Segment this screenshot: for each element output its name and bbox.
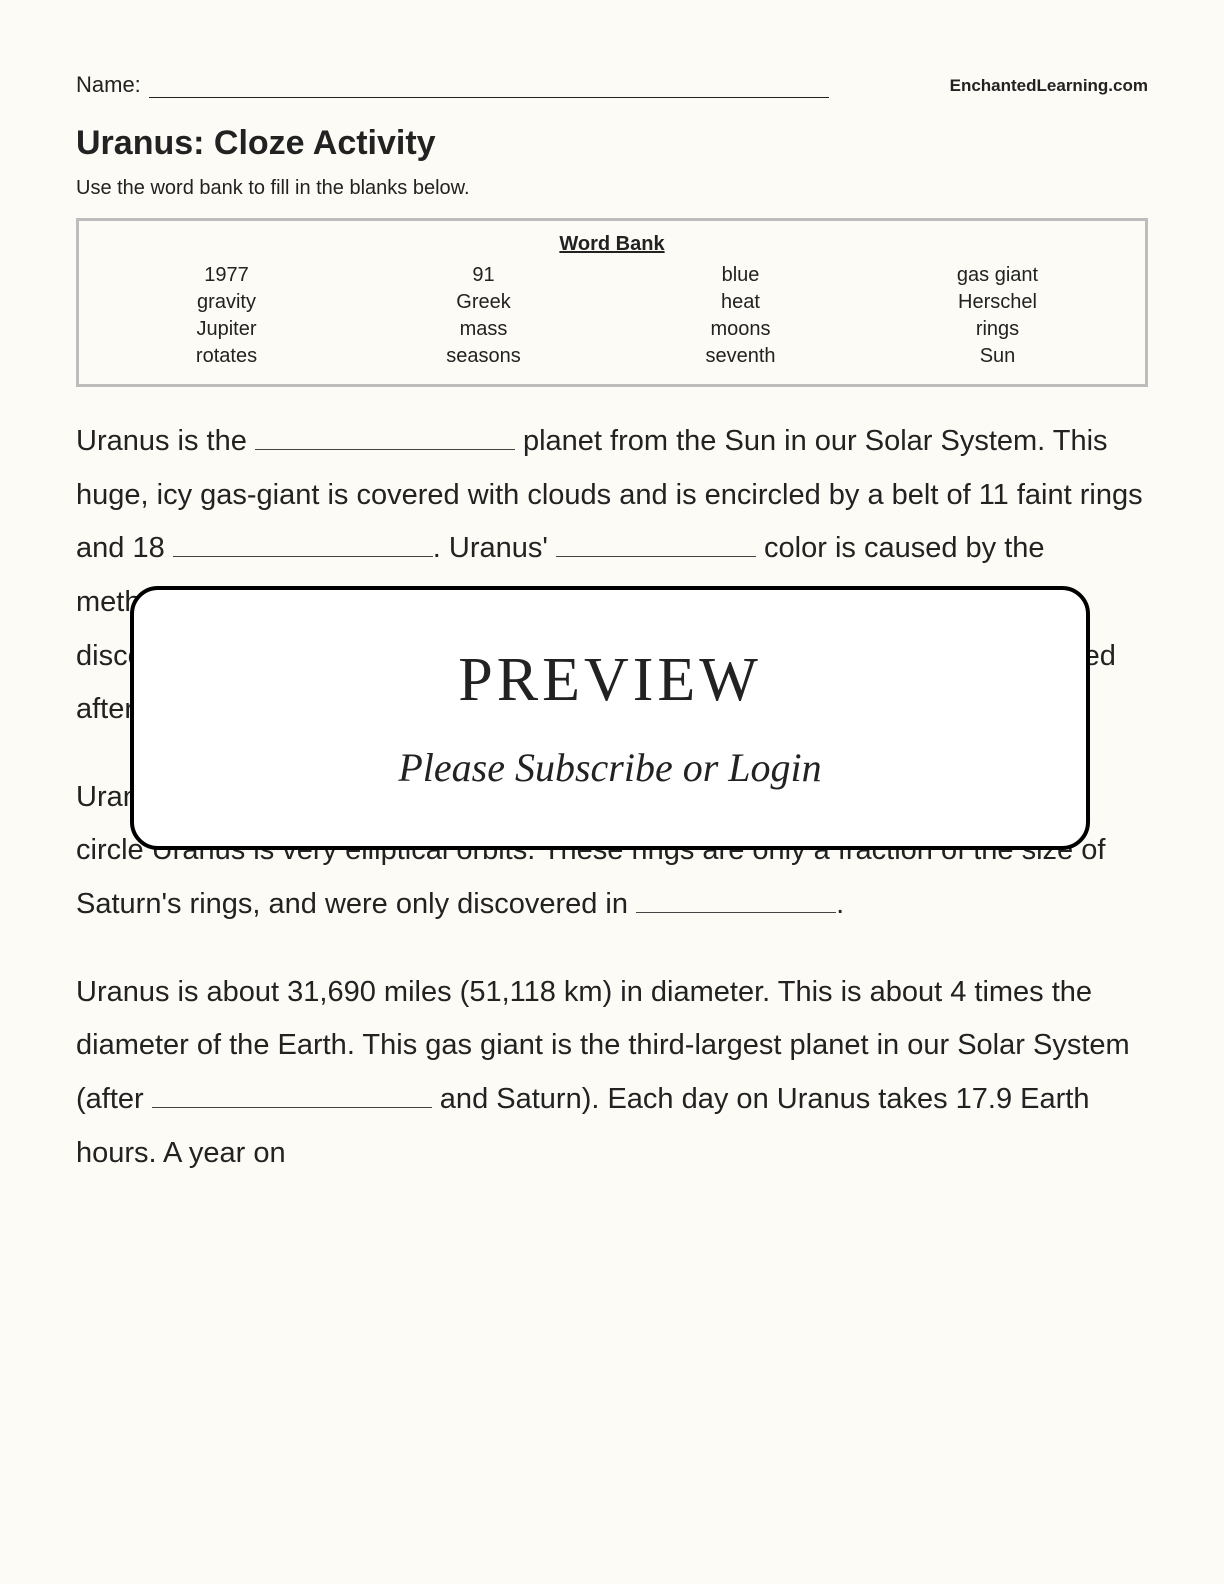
word-bank-item: mass bbox=[360, 318, 607, 341]
preview-subtitle: Please Subscribe or Login bbox=[398, 744, 821, 791]
fill-blank[interactable] bbox=[173, 531, 433, 557]
word-bank-title: Word Bank bbox=[103, 233, 1121, 256]
word-bank-item: Greek bbox=[360, 291, 607, 314]
text: . Uranus' bbox=[433, 532, 556, 564]
fill-blank[interactable] bbox=[255, 424, 515, 450]
word-bank-item: seventh bbox=[617, 345, 864, 368]
fill-blank[interactable] bbox=[152, 1082, 432, 1108]
word-bank-item: rotates bbox=[103, 345, 350, 368]
name-input-line[interactable] bbox=[149, 76, 829, 98]
page-subtitle: Use the word bank to fill in the blanks … bbox=[76, 177, 1148, 200]
text: Uranus is the bbox=[76, 425, 255, 457]
word-bank-grid: 1977 91 blue gas giant gravity Greek hea… bbox=[103, 264, 1121, 368]
word-bank-item: 1977 bbox=[103, 264, 350, 287]
name-section: Name: bbox=[76, 72, 930, 98]
fill-blank[interactable] bbox=[556, 531, 756, 557]
text: . bbox=[836, 888, 844, 920]
word-bank-item: blue bbox=[617, 264, 864, 287]
header-row: Name: EnchantedLearning.com bbox=[76, 72, 1148, 98]
word-bank-item: heat bbox=[617, 291, 864, 314]
preview-title: PREVIEW bbox=[458, 645, 762, 716]
word-bank-item: seasons bbox=[360, 345, 607, 368]
word-bank-item: gas giant bbox=[874, 264, 1121, 287]
site-credit: EnchantedLearning.com bbox=[950, 76, 1148, 96]
word-bank-item: 91 bbox=[360, 264, 607, 287]
page-title: Uranus: Cloze Activity bbox=[76, 124, 1148, 163]
word-bank-item: rings bbox=[874, 318, 1121, 341]
word-bank-item: Jupiter bbox=[103, 318, 350, 341]
word-bank-item: Sun bbox=[874, 345, 1121, 368]
word-bank-item: gravity bbox=[103, 291, 350, 314]
preview-overlay: PREVIEW Please Subscribe or Login bbox=[130, 586, 1090, 850]
word-bank-item: Herschel bbox=[874, 291, 1121, 314]
word-bank-item: moons bbox=[617, 318, 864, 341]
fill-blank[interactable] bbox=[636, 887, 836, 913]
paragraph-3: Uranus is about 31,690 miles (51,118 km)… bbox=[76, 966, 1148, 1181]
word-bank-box: Word Bank 1977 91 blue gas giant gravity… bbox=[76, 218, 1148, 387]
name-label: Name: bbox=[76, 72, 141, 98]
